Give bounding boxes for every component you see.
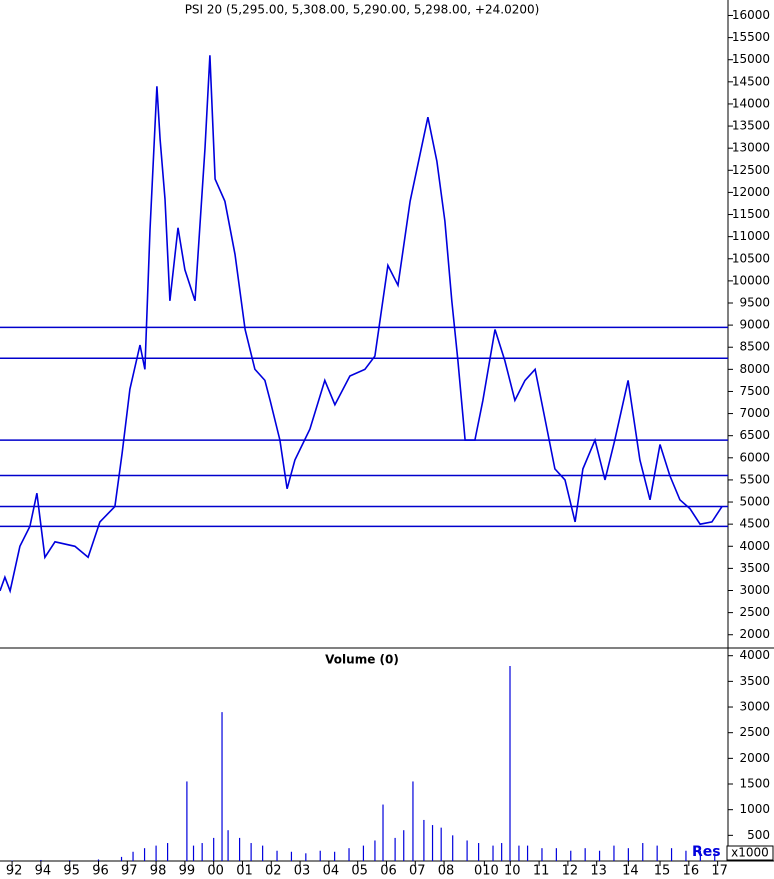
x-tick-label: 04 (323, 864, 340, 879)
volume-tick-label: 500 (747, 828, 770, 842)
x-tick-label: 14 (622, 864, 639, 879)
x-tick-label: 05 (351, 864, 368, 879)
x-tick-label: 98 (150, 864, 167, 879)
unit-label: x1000 (731, 846, 769, 860)
x-tick-label: 03 (294, 864, 311, 879)
y-tick-label: 6000 (739, 450, 770, 464)
y-tick-label: 7500 (739, 384, 770, 398)
y-tick-label: 15000 (732, 52, 770, 66)
x-tick-label: 15 (654, 864, 671, 879)
x-tick-label: 96 (92, 864, 109, 879)
volume-tick-label: 3500 (739, 674, 770, 688)
volume-tick-label: 1000 (739, 802, 770, 816)
y-tick-label: 15500 (732, 30, 770, 44)
y-tick-label: 4000 (739, 539, 770, 553)
x-tick-label: 06 (380, 864, 397, 879)
x-tick-label: 94 (35, 864, 52, 879)
y-tick-label: 3500 (739, 561, 770, 575)
y-tick-label: 16000 (732, 8, 770, 22)
y-tick-label: 11000 (732, 229, 770, 243)
y-tick-label: 3000 (739, 583, 770, 597)
x-tick-label: 13 (590, 864, 607, 879)
x-tick-label: 92 (6, 864, 23, 879)
volume-tick-label: 3000 (739, 700, 770, 714)
y-tick-label: 12500 (732, 163, 770, 177)
x-tick-label: 16 (683, 864, 700, 879)
y-tick-label: 4500 (739, 517, 770, 531)
y-tick-label: 2500 (739, 605, 770, 619)
y-tick-label: 8500 (739, 340, 770, 354)
x-tick-label: 97 (121, 864, 138, 879)
y-tick-label: 14500 (732, 74, 770, 88)
y-tick-label: 14000 (732, 96, 770, 110)
y-tick-label: 13500 (732, 119, 770, 133)
price-line (0, 55, 723, 594)
price-title: PSI 20 (5,295.00, 5,308.00, 5,290.00, 5,… (185, 3, 540, 17)
unit-box (726, 845, 774, 861)
x-tick-label: 10 (504, 864, 521, 879)
x-tick-label: 02 (265, 864, 282, 879)
y-tick-label: 6500 (739, 428, 770, 442)
x-tick-label: 01 (236, 864, 253, 879)
res-marker: Res (692, 844, 721, 860)
y-tick-label: 2000 (739, 627, 770, 641)
volume-tick-label: 1500 (739, 777, 770, 791)
volume-tick-label: 2000 (739, 751, 770, 765)
volume-tick-label: 4000 (739, 648, 770, 662)
y-tick-label: 9000 (739, 318, 770, 332)
y-tick-label: 8000 (739, 362, 770, 376)
x-tick-label: 11 (533, 864, 550, 879)
x-tick-label: 12 (562, 864, 579, 879)
volume-tick-label: 2500 (739, 725, 770, 739)
y-tick-label: 5500 (739, 472, 770, 486)
y-tick-label: 7000 (739, 406, 770, 420)
y-tick-label: 5000 (739, 495, 770, 509)
x-tick-label: 07 (409, 864, 426, 879)
volume-title: Volume (0) (325, 653, 399, 667)
y-tick-label: 12000 (732, 185, 770, 199)
x-tick-label: 95 (63, 864, 80, 879)
x-tick-label: 00 (207, 864, 224, 879)
x-tick-label: 17 (711, 864, 728, 879)
y-tick-label: 10500 (732, 251, 770, 265)
y-tick-label: 13000 (732, 141, 770, 155)
y-tick-label: 11500 (732, 207, 770, 221)
x-tick-label: 010 (474, 864, 499, 879)
y-tick-label: 9500 (739, 295, 770, 309)
x-tick-label: 08 (438, 864, 455, 879)
x-tick-label: 99 (179, 864, 196, 879)
y-tick-label: 10000 (732, 273, 770, 287)
